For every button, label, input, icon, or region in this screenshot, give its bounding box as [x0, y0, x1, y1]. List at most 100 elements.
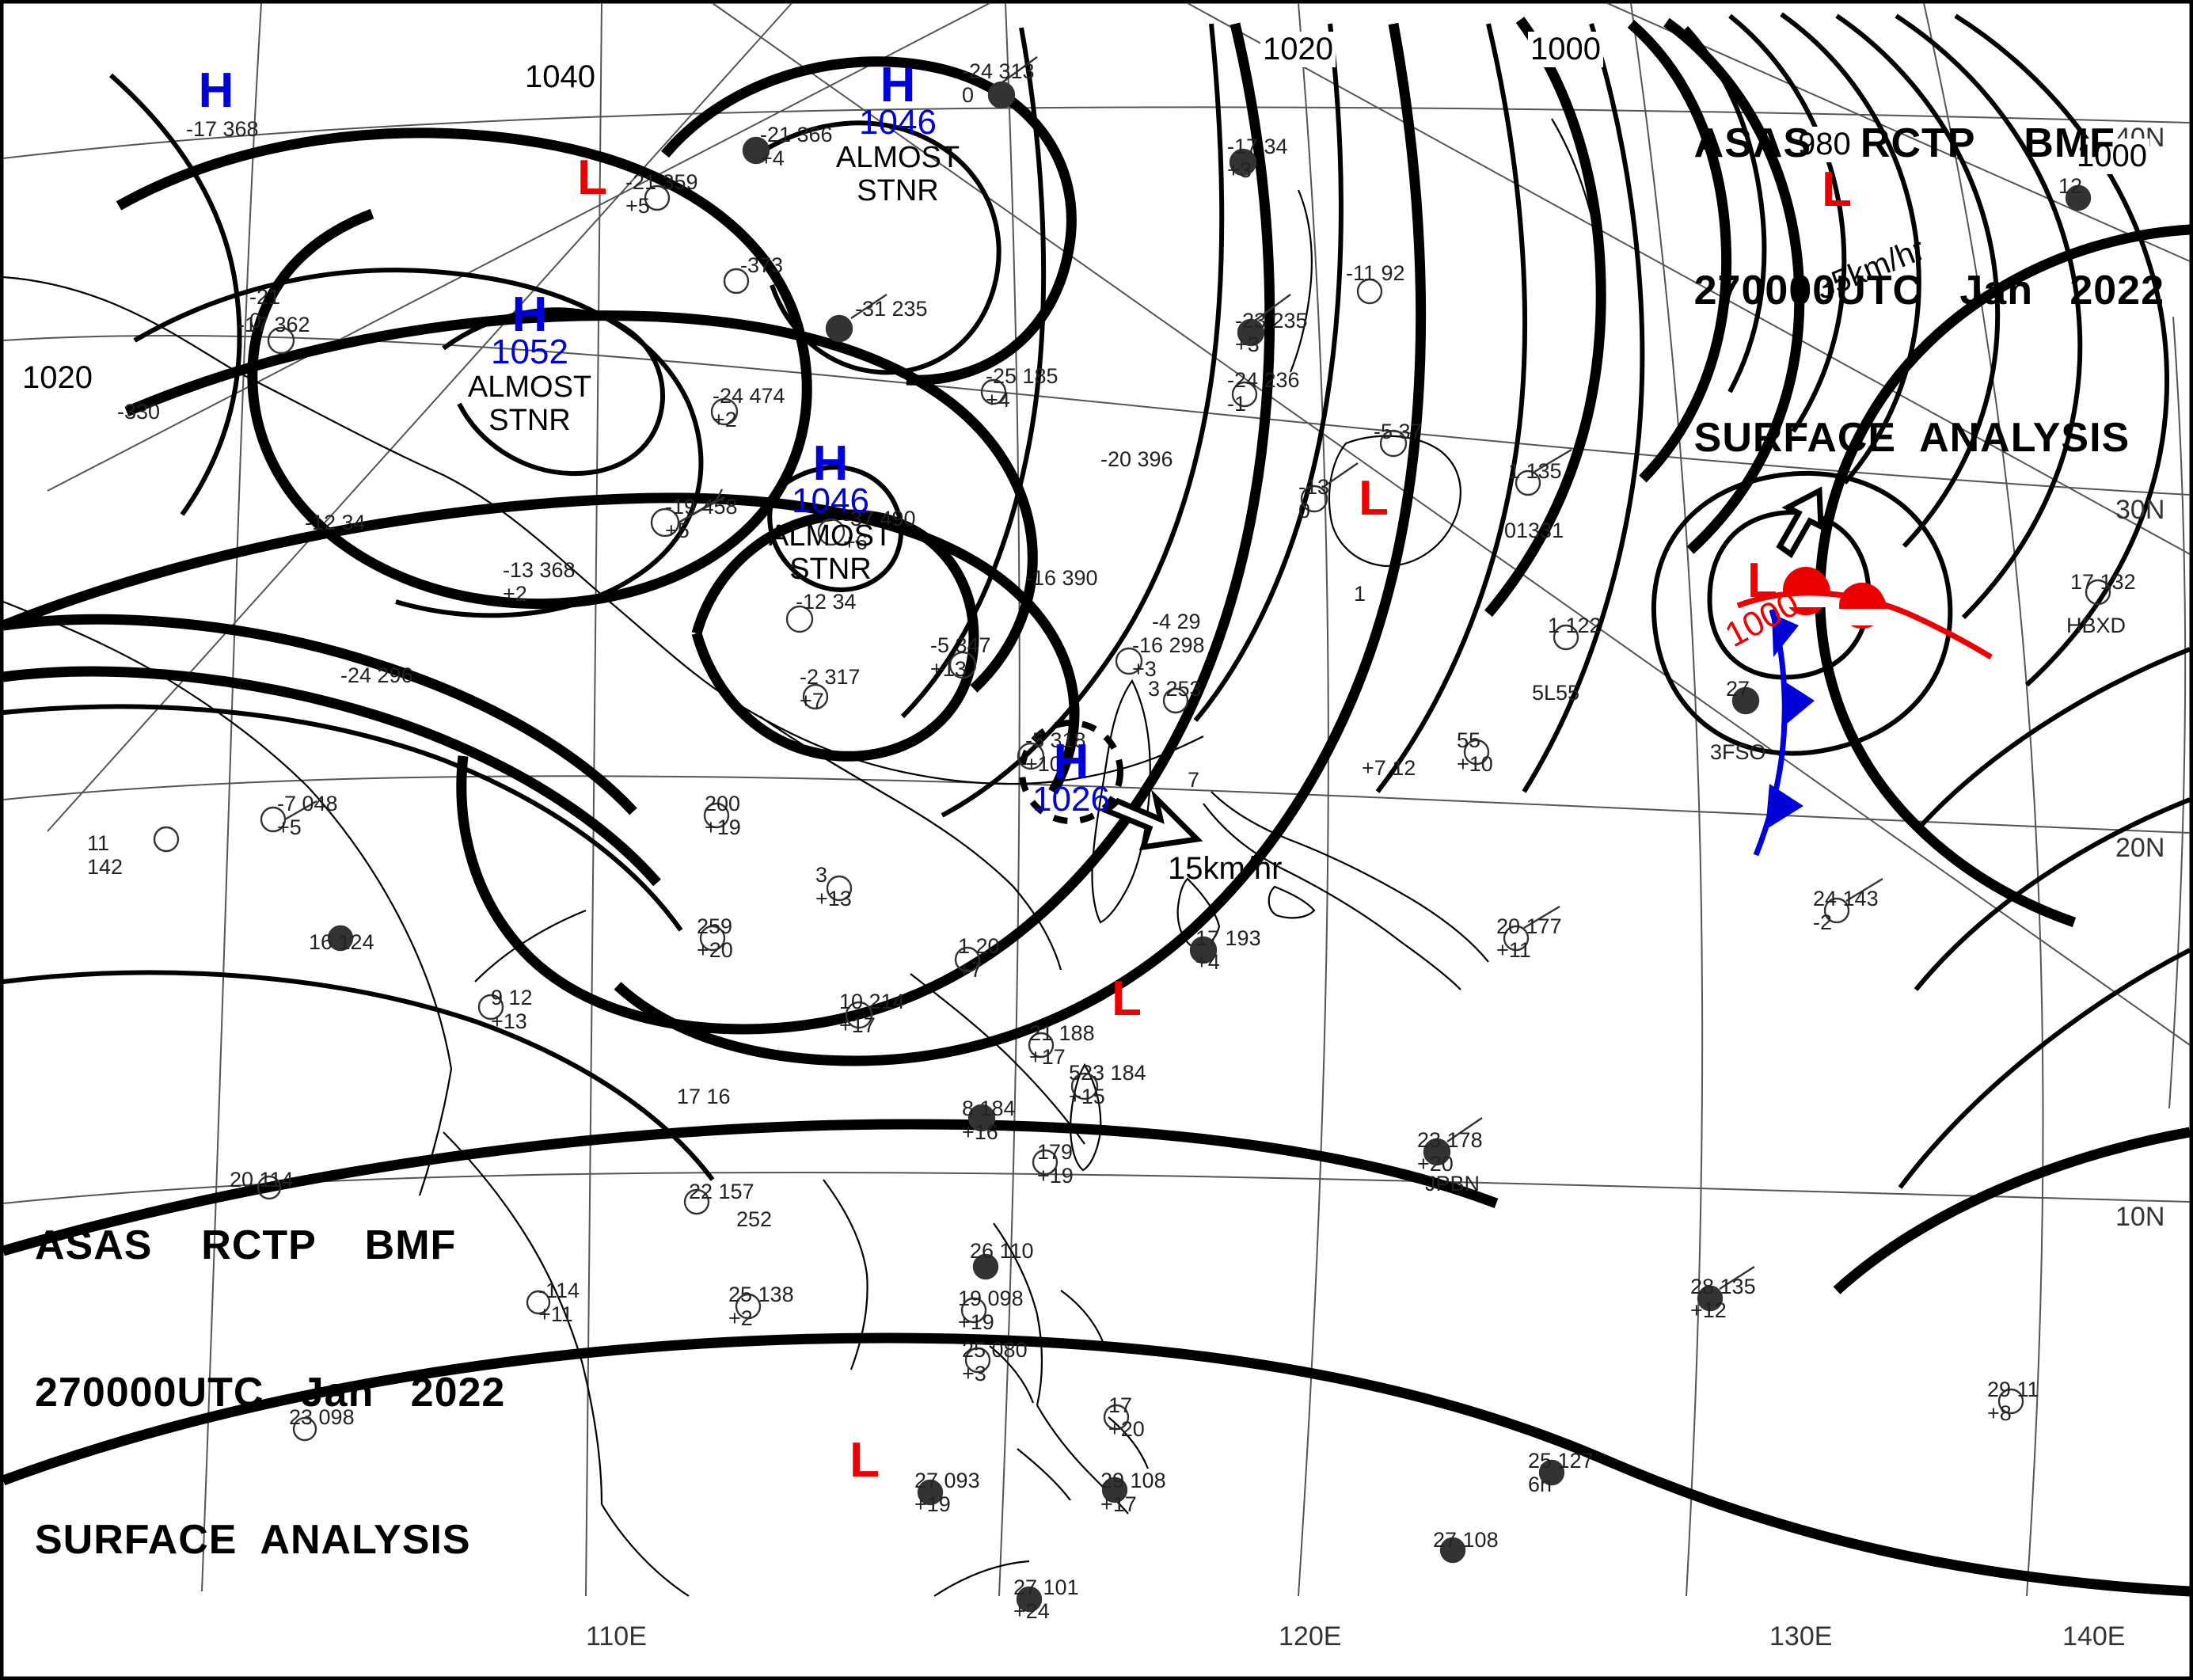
station-plot: -12 34	[305, 511, 366, 534]
station-row-2: +19	[1037, 1164, 1074, 1188]
station-row-1: 1 122	[1548, 614, 1602, 637]
pressure-center-h-0: H	[199, 67, 234, 116]
station-plot: JPBN	[1425, 1172, 1480, 1195]
station-row-1: 3 253	[1148, 677, 1202, 701]
station-plot: -7 048 +5	[277, 792, 338, 839]
station-plot: 16 124	[309, 930, 374, 954]
station-row-2: +15	[1069, 1085, 1105, 1108]
pressure-center-l-10: L	[849, 1433, 880, 1488]
station-row-1: 3FSO	[1710, 740, 1766, 764]
station-plot: 29 108 +17	[1100, 1469, 1166, 1516]
station-row-1: 55	[1457, 728, 1481, 752]
station-plot: 24 143 -2	[1813, 887, 1879, 934]
station-row-2: +2	[728, 1306, 753, 1330]
high-symbol: H	[1053, 735, 1089, 789]
station-plot: -21 359 +5	[625, 170, 698, 218]
station-row-1: -4 29	[1152, 610, 1201, 633]
station-row-1: -17 362	[238, 313, 310, 336]
station-plot: 200 +19	[705, 792, 741, 839]
pressure-center-l-6: L	[1359, 474, 1389, 523]
station-row-1: 27	[1726, 677, 1750, 701]
station-plot: 01331	[1504, 519, 1564, 542]
station-plot: 10 214 +17	[839, 990, 905, 1037]
station-row-1: +7 12	[1362, 756, 1416, 780]
station-row-1: 28 135	[1690, 1275, 1756, 1298]
station-plot: -373	[740, 253, 783, 277]
station-plot: -4 29	[1152, 610, 1201, 633]
low-symbol: L	[1112, 971, 1142, 1026]
station-plot: -21 0	[249, 285, 280, 333]
station-row-1: 17 132	[2070, 570, 2136, 594]
station-plot: 11 142	[87, 831, 123, 879]
station-plot: 25 127 6n	[1528, 1449, 1594, 1496]
station-row-1: 21 188	[1029, 1021, 1095, 1045]
title-line-1-dup: ASAS RCTP BMF	[35, 1222, 457, 1268]
station-row-1: JPBN	[1425, 1172, 1480, 1195]
isobars-thin	[2, 12, 2191, 1189]
station-row-1: 1 135	[1508, 459, 1562, 483]
station-row-1: -31 235	[855, 297, 928, 321]
title-line-2-dup: 270000UTC Jan 2022	[35, 1370, 506, 1416]
station-plot: 8 184 +16	[962, 1097, 1016, 1144]
motion-note: STNR	[488, 404, 571, 437]
station-plot: 252	[736, 1207, 772, 1231]
station-plot: -31 235	[855, 297, 928, 321]
station-row-2: 0	[249, 309, 262, 333]
title-line-2: 270000UTC Jan 2022	[1693, 268, 2164, 314]
station-row-1: -20 396	[1100, 447, 1173, 471]
station-row-1: -17 368	[186, 117, 259, 141]
title-block-bottom: ASAS RCTP BMF 270000UTC Jan 2022 SURFACE…	[35, 1123, 505, 1663]
station-row-1: 19 098	[958, 1287, 1024, 1310]
high-symbol: H	[880, 58, 916, 112]
station-plot: 19 098 +19	[958, 1287, 1024, 1334]
low-symbol: L	[577, 150, 607, 205]
station-row-2: +8	[1987, 1401, 2012, 1425]
station-row-2: +11	[538, 1302, 573, 1326]
station-plot: 23 178 +20	[1417, 1128, 1483, 1176]
station-plot: 20 114	[230, 1168, 294, 1192]
station-row-1: 27 101	[1013, 1575, 1079, 1599]
station-row-1: HBXD	[2066, 614, 2126, 637]
low-symbol: L	[849, 1433, 880, 1488]
station-plot: -24 236 -1	[1227, 368, 1300, 416]
station-plot: 5L55	[1532, 681, 1579, 705]
station-plot: -19 458 +5	[665, 495, 738, 542]
station-row-2: +6	[843, 530, 868, 554]
pressure-center-h-3: H 1046 ALMOST STNR	[769, 436, 892, 586]
isobar-label-1040-0: 1040	[523, 59, 598, 95]
high-symbol: H	[812, 436, 849, 491]
station-row-1: -12 34	[796, 590, 857, 614]
station-plot: 27 101 +24	[1013, 1575, 1079, 1623]
cold-front	[1753, 609, 1815, 857]
longitude-label-140E: 140E	[2062, 1621, 2126, 1651]
station-row-2: +20	[1108, 1417, 1145, 1441]
station-row-2: +16	[962, 1120, 998, 1144]
isobar-label-1000-5: 1000	[2074, 139, 2149, 174]
longitude-label-130E: 130E	[1769, 1621, 1833, 1651]
station-plot: 25 138 +2	[728, 1283, 794, 1330]
station-row-1: 1 20	[958, 934, 1000, 958]
station-row-2: +19	[705, 815, 741, 839]
station-row-1: 9 12	[491, 986, 533, 1009]
station-plot: 26 110	[970, 1239, 1034, 1263]
station-row-2: +13	[930, 657, 967, 681]
station-row-2: +13	[815, 887, 852, 910]
station-row-2: +5	[665, 519, 690, 542]
station-plot: 17 132	[2070, 570, 2136, 594]
station-row-1: 26 110	[970, 1239, 1034, 1263]
station-row-1: -24 474	[713, 384, 785, 408]
pressure-center-h-2: H 1052 ALMOST STNR	[467, 291, 592, 437]
station-plot: -17 362	[238, 313, 310, 336]
station-plot: -23 235 +3	[1235, 309, 1308, 356]
station-plot: 1	[1354, 582, 1366, 606]
motion-note: ALMOST	[467, 371, 592, 404]
station-row-2: +12	[1690, 1298, 1727, 1322]
station-plot: 25 080 +3	[962, 1338, 1028, 1385]
station-plot: 27 108	[1433, 1528, 1499, 1552]
station-row-1: -2 317	[800, 665, 861, 689]
station-plot: -12 34	[796, 590, 857, 614]
station-row-1: 3	[815, 863, 828, 887]
station-row-1: 179	[1037, 1140, 1074, 1164]
